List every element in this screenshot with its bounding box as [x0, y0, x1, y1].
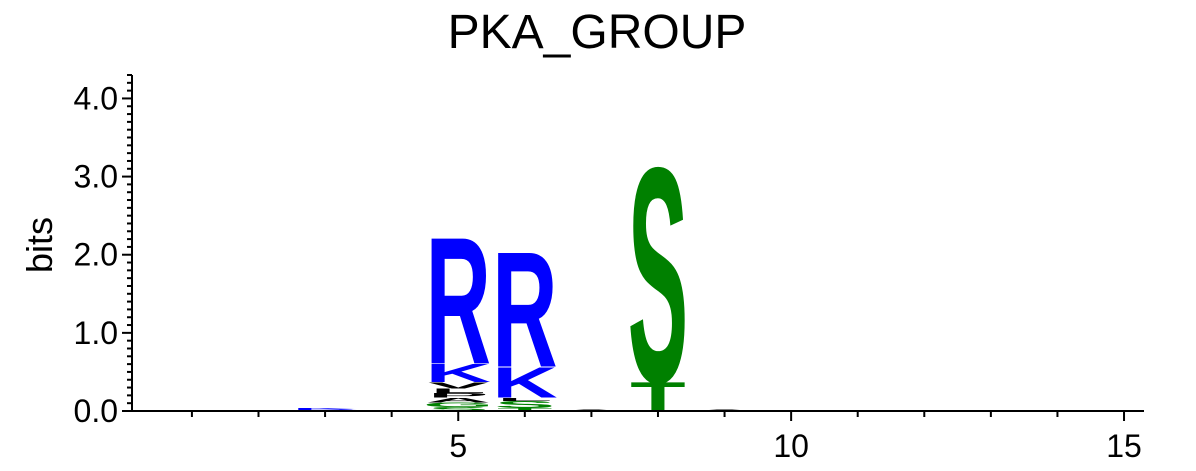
logo-letter-v-pos-5: V [428, 381, 489, 391]
y-tick-label: 1.0 [74, 315, 118, 351]
chart-axes [131, 75, 1144, 412]
logo-letter-r-pos-6: R [492, 219, 557, 402]
logo-letters: RKSGAPLVKRTSLKRATSA [292, 103, 757, 446]
logo-letter-s-pos-6: S [495, 399, 555, 410]
axis-ticks: 0.0 1.0 2.0 3.0 4.0 5 10 15 [74, 74, 1142, 464]
logo-letter-k-pos-3: K [292, 407, 357, 409]
logo-letter-s-pos-5: S [428, 406, 488, 412]
x-tick-label: 15 [1106, 428, 1142, 464]
logo-letter-g-pos-5: G [423, 401, 493, 408]
y-axis-label: bits [19, 217, 60, 273]
logo-letter-s-pos-8: S [628, 103, 688, 446]
logo-letter-k-pos-5: K [426, 359, 491, 388]
y-tick-label: 0.0 [74, 393, 118, 429]
logo-letter-a-pos-5: A [426, 397, 491, 404]
logo-letter-l-pos-6: L [497, 397, 552, 402]
x-tick-label: 5 [449, 428, 467, 464]
y-tick-label: 2.0 [74, 237, 118, 273]
x-tick-label: 10 [773, 428, 809, 464]
y-tick-label: 3.0 [74, 159, 118, 195]
logo-letter-p-pos-5: P [428, 392, 488, 399]
chart-title: PKA_GROUP [448, 6, 747, 59]
y-tick-label: 4.0 [74, 80, 118, 116]
logo-letter-k-pos-6: K [492, 359, 557, 407]
logo-letter-l-pos-5: L [431, 387, 486, 394]
logo-letter-t-pos-6: T [497, 407, 552, 412]
logo-letter-r-pos-5: R [426, 200, 491, 402]
